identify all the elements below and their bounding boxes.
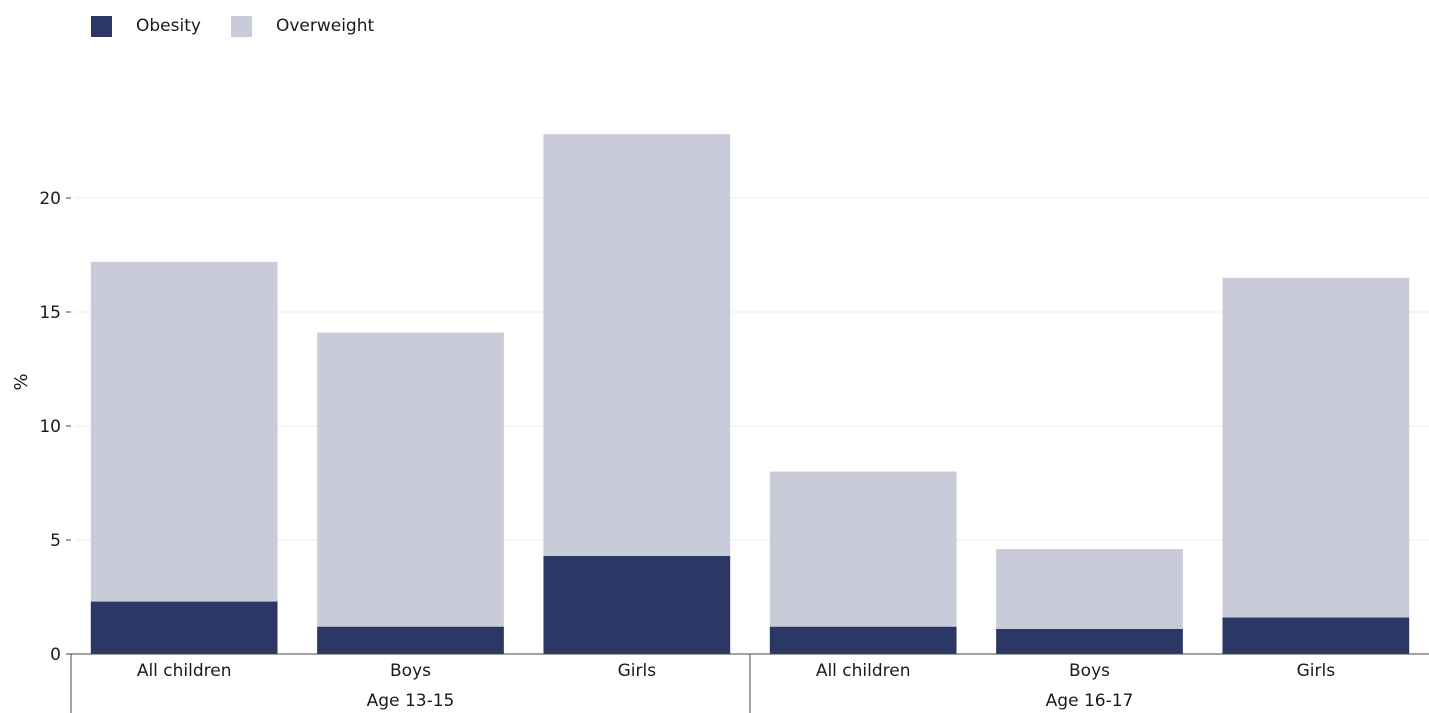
y-axis-label: % bbox=[11, 373, 32, 390]
bar-obesity-2 bbox=[543, 555, 731, 654]
group-label-1: Age 16-17 bbox=[1046, 691, 1134, 711]
x-tick-label-0: All children bbox=[137, 661, 232, 681]
x-tick-label-1: Boys bbox=[390, 661, 431, 681]
bar-overweight-4 bbox=[996, 549, 1183, 629]
bar-obesity-1 bbox=[317, 626, 504, 654]
bars bbox=[90, 134, 1410, 654]
x-tick-label-5: Girls bbox=[1297, 661, 1336, 681]
legend-swatch-obesity bbox=[91, 15, 112, 37]
x-tick-label-3: All children bbox=[816, 661, 911, 681]
group-label-0: Age 13-15 bbox=[367, 691, 455, 711]
bar-obesity-0 bbox=[90, 601, 278, 654]
gridlines bbox=[75, 197, 1429, 541]
bar-overweight-0 bbox=[90, 261, 278, 602]
legend-label-overweight: Overweight bbox=[275, 16, 375, 36]
y-tick-label-0: 0 bbox=[50, 645, 61, 665]
bar-obesity-3 bbox=[769, 626, 957, 654]
legend: Obesity Overweight bbox=[91, 12, 404, 40]
bar-obesity-5 bbox=[1222, 617, 1410, 654]
legend-label-obesity: Obesity bbox=[136, 16, 201, 36]
bar-overweight-5 bbox=[1222, 277, 1410, 618]
legend-swatch-overweight bbox=[230, 15, 252, 37]
x-tick-label-4: Boys bbox=[1069, 661, 1110, 681]
bar-obesity-4 bbox=[996, 628, 1183, 654]
legend-item-overweight[interactable]: Overweight bbox=[230, 15, 375, 37]
bar-overweight-1 bbox=[317, 332, 504, 627]
y-tick-label-20: 20 bbox=[39, 189, 61, 209]
bar-overweight-2 bbox=[543, 134, 731, 556]
x-tick-label-2: Girls bbox=[618, 661, 657, 681]
legend-item-obesity[interactable]: Obesity bbox=[91, 15, 201, 37]
axes: 0 5 10 15 20 All children Boys Girls All childre… bbox=[39, 189, 1429, 713]
y-tick-label-5: 5 bbox=[50, 531, 61, 551]
y-tick-label-10: 10 bbox=[39, 417, 61, 437]
bar-overweight-3 bbox=[769, 471, 957, 627]
y-tick-label-15: 15 bbox=[39, 303, 61, 323]
